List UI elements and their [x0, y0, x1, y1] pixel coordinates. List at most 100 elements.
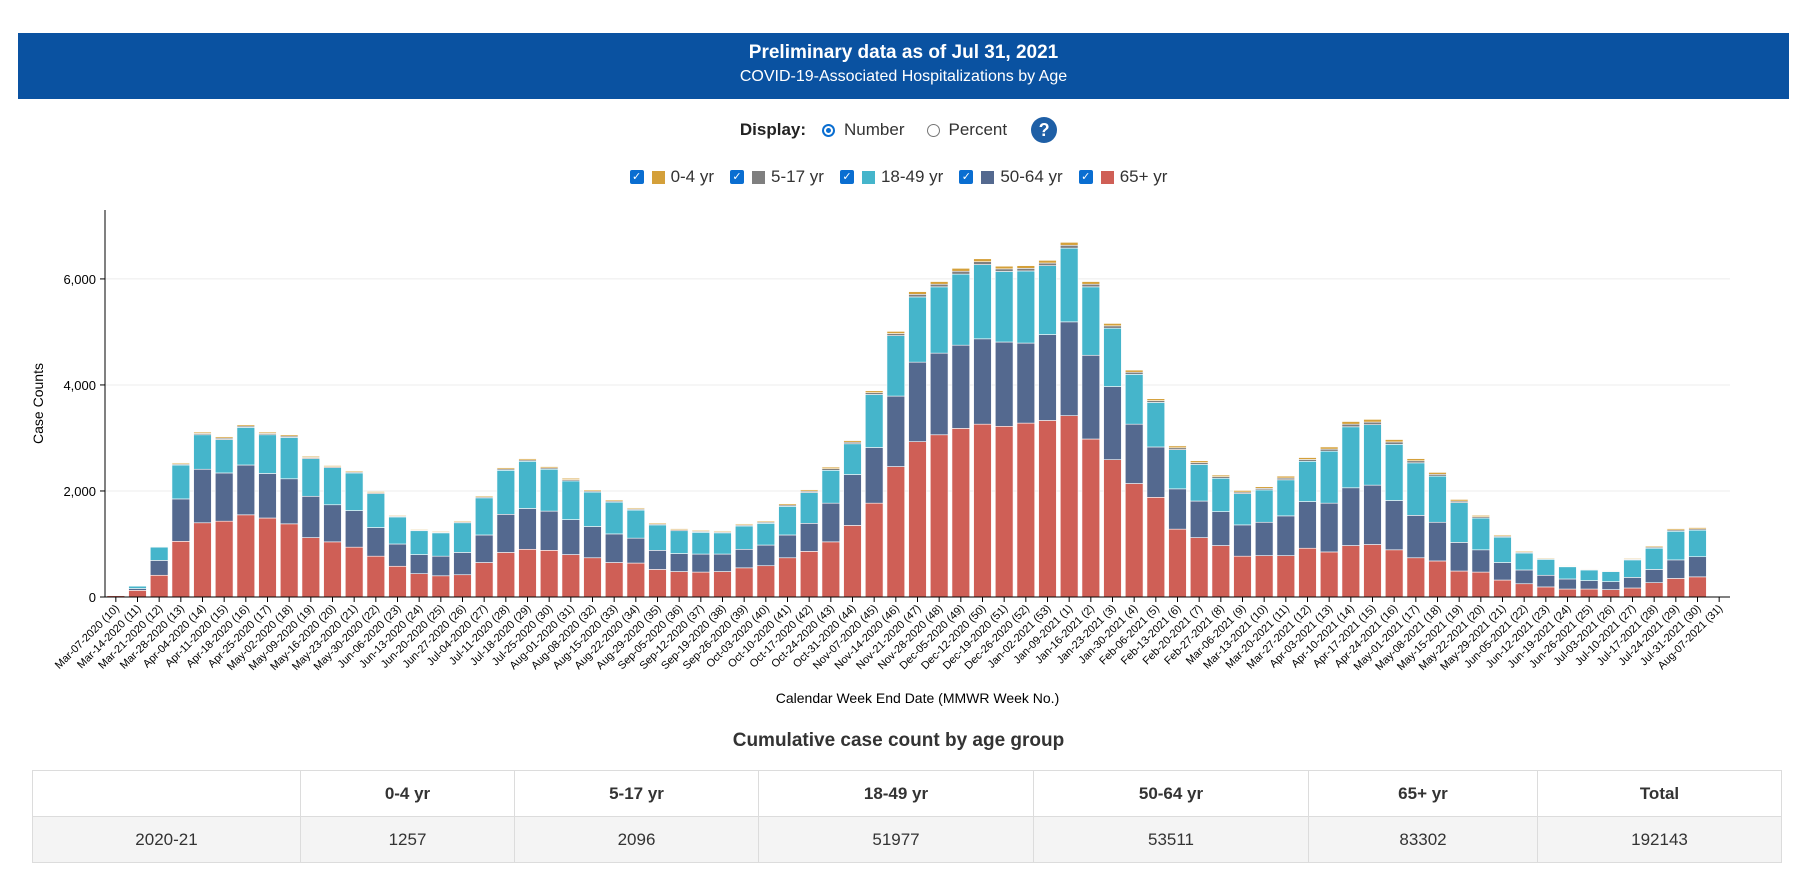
legend-item-65-plus[interactable]: ✓ 65+ yr — [1078, 167, 1167, 187]
bar-segment — [626, 509, 646, 539]
bar-segment — [431, 532, 451, 557]
bar-segment — [496, 467, 516, 470]
bar-segment — [1081, 283, 1101, 288]
bar-segment — [1666, 559, 1686, 579]
bar-segment — [214, 436, 234, 439]
legend-checkbox[interactable]: ✓ — [629, 170, 644, 184]
bar-segment — [669, 528, 689, 530]
radio-percent-label[interactable]: Percent — [948, 120, 1008, 139]
bar-segment — [128, 590, 147, 598]
bar-segment — [1189, 537, 1209, 598]
bar-segment — [1038, 262, 1057, 266]
radio-percent[interactable] — [926, 123, 940, 137]
bar-segment — [1363, 421, 1382, 426]
bar-segment — [1384, 444, 1404, 501]
bar-segment — [691, 553, 711, 573]
bar-segment — [1189, 500, 1209, 538]
bar-segment — [409, 528, 429, 531]
bar-segment — [583, 526, 602, 559]
bar-segment — [1168, 449, 1187, 490]
bar-segment — [1124, 371, 1144, 375]
bar-segment — [1059, 242, 1079, 246]
bar-segment — [1493, 579, 1512, 598]
bar-segment — [1038, 334, 1057, 421]
bar-segment — [1601, 571, 1621, 582]
bar-segment — [1428, 521, 1447, 562]
legend-item-50-64[interactable]: ✓ 50-64 yr — [959, 167, 1063, 187]
bar-segment — [171, 498, 191, 542]
bar-segment — [1124, 374, 1144, 425]
bar-segment — [994, 268, 1014, 272]
bar-segment — [1428, 560, 1447, 598]
bar-segment — [366, 527, 386, 557]
bar-segment — [496, 552, 516, 598]
legend-checkbox[interactable]: ✓ — [1078, 170, 1093, 184]
bar-segment — [193, 434, 212, 470]
y-tick-label: 6,000 — [63, 272, 96, 287]
bar-segment — [518, 548, 537, 598]
bar-segment — [561, 477, 581, 480]
bar-segment — [1471, 515, 1491, 517]
legend-checkbox[interactable]: ✓ — [730, 170, 745, 184]
bar-segment — [1341, 426, 1361, 489]
bar-segment — [1319, 448, 1339, 452]
bar-segment — [1384, 500, 1404, 551]
legend-checkbox[interactable]: ✓ — [839, 170, 854, 184]
bar-segment — [1298, 457, 1317, 460]
bar-segment — [1081, 286, 1101, 356]
radio-number[interactable] — [822, 123, 836, 137]
bar-segment — [799, 551, 819, 598]
legend-item-0-4[interactable]: ✓ 0-4 yr — [629, 167, 715, 187]
bar-segment — [1688, 556, 1707, 578]
bar-segment — [1016, 342, 1036, 424]
radio-number-label[interactable]: Number — [844, 120, 905, 139]
bar-segment — [1103, 325, 1122, 329]
table-header-row: 0-4 yr 5-17 yr 18-49 yr 50-64 yr 65+ yr … — [32, 770, 1782, 817]
table-header-cell — [32, 770, 301, 817]
bar-segment — [713, 553, 732, 572]
bar-segment — [821, 469, 841, 504]
bar-segment — [604, 533, 624, 563]
legend-swatch — [752, 170, 766, 184]
bar-segment — [1493, 536, 1512, 563]
question-circle-icon[interactable]: ? — [1031, 117, 1058, 143]
bar-segment — [843, 440, 862, 443]
bar-segment — [193, 522, 212, 598]
bar-segment — [214, 520, 234, 598]
bar-segment — [886, 333, 906, 336]
y-tick-label: 0 — [89, 590, 96, 605]
bar-segment — [1211, 474, 1231, 477]
bar-segment — [1103, 386, 1122, 460]
bar-segment — [301, 537, 321, 598]
bar-segment — [388, 516, 407, 545]
bar-segment — [973, 261, 992, 265]
bar-segment — [409, 573, 429, 598]
bar-segment — [1644, 582, 1664, 598]
bar-segment — [1579, 580, 1599, 590]
bar-segment — [1038, 420, 1057, 598]
bar-segment — [583, 491, 602, 527]
bar-segment — [1406, 515, 1426, 559]
bar-segment — [994, 425, 1014, 598]
bar-segment — [973, 338, 992, 425]
bar-segment — [453, 522, 472, 553]
bar-segment — [1298, 460, 1317, 502]
bar-segment — [1601, 581, 1621, 590]
bar-segment — [691, 532, 711, 555]
legend-item-18-49[interactable]: ✓ 18-49 yr — [839, 167, 943, 187]
bar-segment — [1081, 438, 1101, 598]
bar-segment — [258, 434, 277, 474]
legend-checkbox[interactable]: ✓ — [959, 170, 974, 184]
table-cell: 1257 — [300, 816, 515, 863]
bar-segment — [929, 286, 949, 354]
bar-segment — [799, 489, 819, 492]
bar-segment — [474, 497, 494, 536]
legend-item-5-17[interactable]: ✓ 5-17 yr — [730, 167, 824, 187]
cumulative-table: 0-4 yr 5-17 yr 18-49 yr 50-64 yr 65+ yr … — [32, 770, 1782, 863]
legend-label: 0-4 yr — [670, 167, 715, 186]
bar-segment — [1558, 588, 1577, 598]
bar-segment — [1428, 475, 1447, 523]
bar-segment — [1016, 270, 1036, 344]
table-title: Cumulative case count by age group — [732, 730, 1065, 751]
